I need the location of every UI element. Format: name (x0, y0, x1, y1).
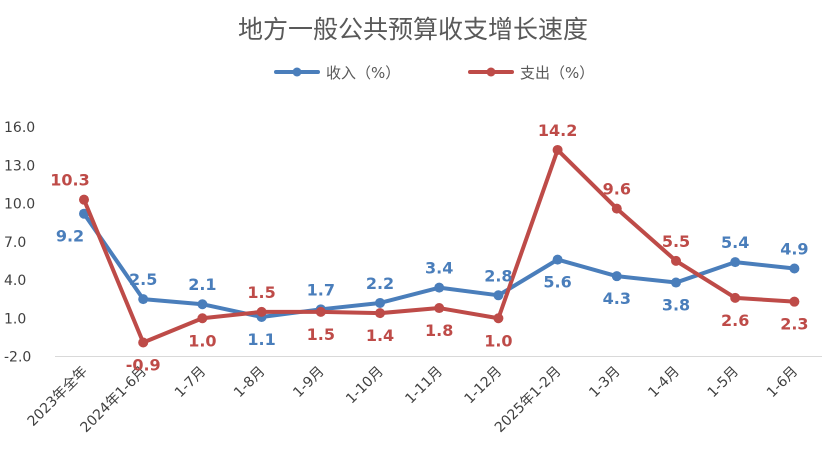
data-labels: 9.2 2.5 2.1 1.1 1.7 2.2 3.4 2.8 5.6 4.3 3.8 5.4 4.9 1… (50, 121, 808, 375)
data-point (552, 254, 563, 265)
data-label: 2.5 (129, 270, 157, 289)
data-label: 9.2 (56, 227, 84, 246)
x-tick-label: 1-10月 (343, 364, 387, 408)
x-tick-label: 1-3月 (586, 364, 623, 401)
x-tick-label: 1-5月 (705, 364, 742, 401)
data-point (256, 306, 267, 317)
data-label: 1.4 (366, 326, 394, 345)
legend-label-1: 支出（%） (520, 64, 594, 82)
data-label: 1.5 (247, 283, 275, 302)
data-label: 4.9 (780, 240, 808, 259)
data-point (789, 296, 800, 307)
data-label: 14.2 (538, 121, 577, 140)
data-label: 9.6 (603, 180, 631, 199)
data-point (138, 294, 149, 305)
legend-label-0: 收入（%） (326, 64, 400, 82)
data-point (611, 203, 622, 214)
data-point (611, 271, 622, 282)
series-layer (79, 144, 800, 348)
data-label: 1.5 (307, 325, 335, 344)
y-tick-label: -2.0 (4, 350, 31, 366)
data-point (79, 208, 89, 219)
data-point (671, 277, 681, 288)
data-point (493, 290, 504, 301)
data-label: 1.7 (307, 280, 335, 299)
data-label: 2.8 (484, 266, 512, 285)
data-point (197, 313, 208, 324)
y-tick-label: 4.0 (4, 273, 26, 289)
y-tick-label: 10.0 (4, 197, 35, 213)
x-tick-label: 1-11月 (402, 364, 446, 408)
legend-marker-1 (486, 67, 496, 77)
data-label: 5.4 (721, 233, 749, 252)
data-label: 1.8 (425, 321, 453, 340)
data-point (552, 144, 563, 155)
data-point (730, 292, 741, 303)
y-tick-label: 1.0 (4, 311, 26, 327)
data-label: 3.4 (425, 259, 453, 278)
x-tick-label: 1-4月 (645, 364, 682, 401)
data-label: 1.0 (188, 331, 216, 350)
data-point (434, 282, 445, 293)
x-tick-label: 1-12月 (462, 364, 506, 408)
legend-marker-0 (292, 67, 302, 77)
y-tick-label: 13.0 (4, 158, 35, 174)
chart-title: 地方一般公共预算收支增长速度 (238, 15, 588, 44)
y-tick-label: 16.0 (4, 120, 35, 136)
data-label: 2.6 (721, 311, 749, 330)
x-tick-label: 1-9月 (290, 364, 327, 401)
data-point (315, 306, 326, 317)
data-label: 1.0 (484, 331, 512, 350)
data-point (730, 257, 741, 268)
data-label: 2.3 (780, 315, 808, 334)
data-point (671, 255, 681, 266)
data-point (434, 303, 445, 314)
legend: 收入（%） 支出（%） (274, 64, 594, 82)
x-tick-label: 2023年全年 (24, 363, 91, 430)
data-label: 2.1 (188, 275, 216, 294)
data-label: 10.3 (50, 171, 89, 190)
data-label: 4.3 (603, 289, 631, 308)
data-point (789, 263, 800, 274)
data-point (79, 194, 89, 205)
x-tick-label: 1-7月 (172, 364, 209, 401)
x-tick-label: 1-8月 (231, 364, 268, 401)
data-point (197, 299, 208, 310)
data-point (493, 313, 504, 324)
data-point (375, 297, 385, 308)
data-point (138, 337, 149, 348)
data-label: -0.9 (126, 355, 161, 374)
data-label: 1.1 (247, 330, 275, 349)
data-label: 5.5 (662, 232, 690, 251)
data-label: 3.8 (662, 296, 690, 315)
data-point (375, 308, 385, 319)
data-label: 2.2 (366, 274, 394, 293)
y-tick-label: 7.0 (4, 235, 26, 251)
x-tick-label: 1-6月 (764, 364, 801, 401)
data-label: 5.6 (543, 273, 571, 292)
